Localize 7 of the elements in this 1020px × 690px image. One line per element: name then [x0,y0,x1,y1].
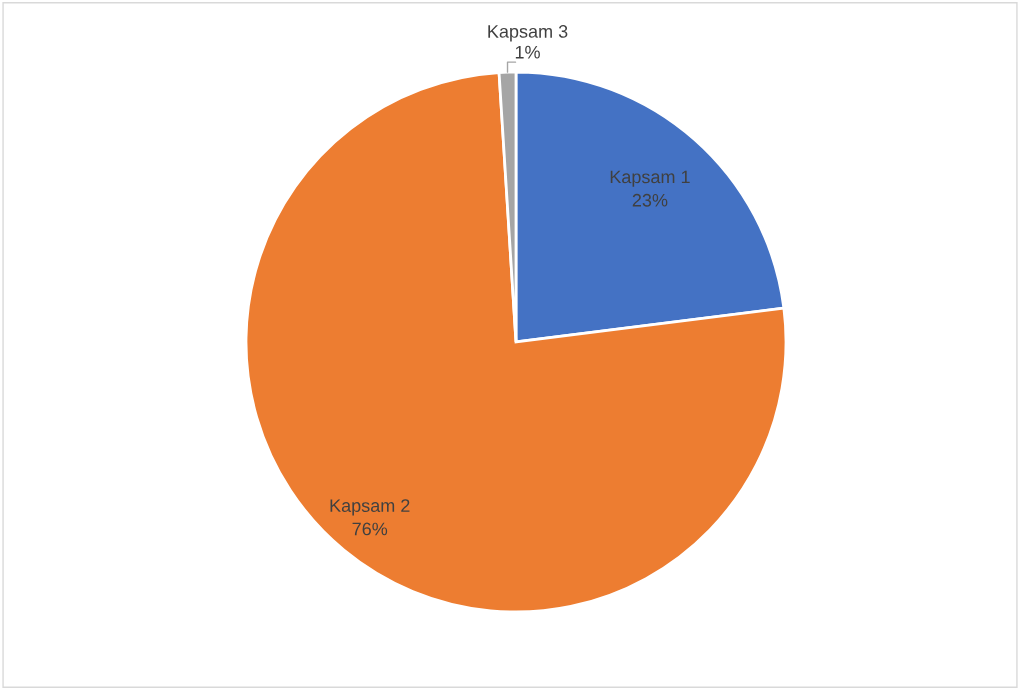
slice-label: Kapsam 1 [610,170,690,187]
slice-label: Kapsam 2 [330,499,410,516]
data-label: 23% [632,193,668,207]
data-label: 1% [515,45,540,59]
pie-slice [244,71,788,614]
data-label: 76% [352,522,388,536]
slice-label: Kapsam 3 [488,25,568,42]
